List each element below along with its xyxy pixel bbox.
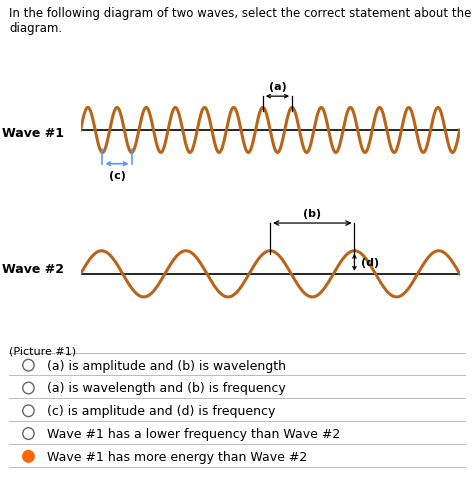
Text: (Picture #1): (Picture #1) — [9, 346, 77, 356]
Text: Wave #2: Wave #2 — [2, 262, 64, 275]
Text: Wave #1: Wave #1 — [2, 127, 64, 139]
Text: diagram.: diagram. — [9, 22, 63, 35]
Text: (c) is amplitude and (d) is frequency: (c) is amplitude and (d) is frequency — [47, 405, 276, 417]
Text: Wave #1 has more energy than Wave #2: Wave #1 has more energy than Wave #2 — [47, 450, 308, 463]
Text: In the following diagram of two waves, select the correct statement about the: In the following diagram of two waves, s… — [9, 7, 472, 20]
Text: (d): (d) — [361, 258, 379, 268]
Text: (a) is amplitude and (b) is wavelength: (a) is amplitude and (b) is wavelength — [47, 359, 286, 372]
Text: (a): (a) — [269, 81, 286, 91]
Text: (b): (b) — [303, 209, 321, 219]
Text: Wave #1 has a lower frequency than Wave #2: Wave #1 has a lower frequency than Wave … — [47, 427, 341, 440]
Text: (a) is wavelength and (b) is frequency: (a) is wavelength and (b) is frequency — [47, 382, 286, 394]
Text: (c): (c) — [109, 171, 126, 181]
